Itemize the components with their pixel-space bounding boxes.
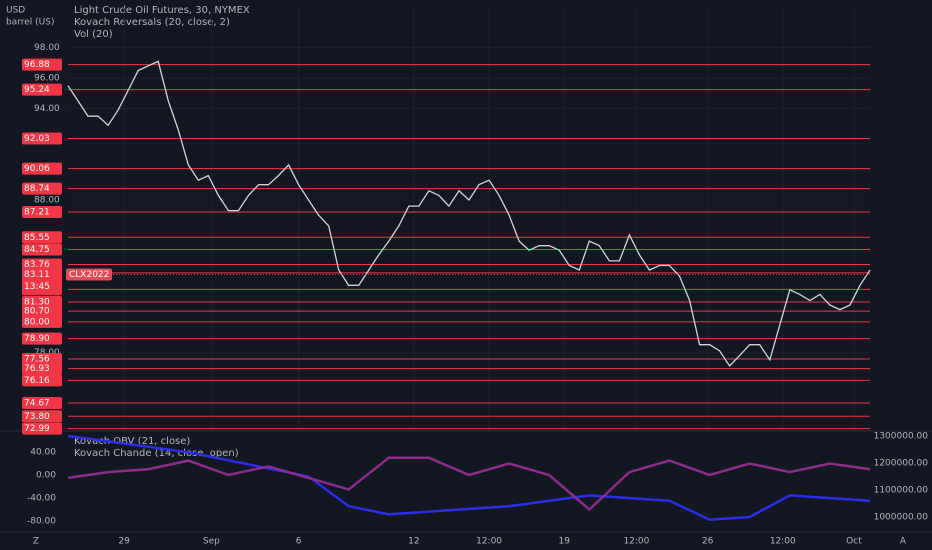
level-label: 83.76 — [24, 260, 50, 270]
level-label-box — [22, 83, 62, 96]
level-label: 80.70 — [24, 307, 50, 317]
x-tick-label: 12:00 — [770, 537, 796, 547]
legend-entry: Kovach Chande (14, close, open) — [74, 448, 239, 459]
level-label: 72.99 — [24, 424, 50, 434]
y2-tick-label: 1000000.00 — [874, 513, 929, 523]
y2-tick-label: 1300000.00 — [874, 432, 929, 442]
level-label-box — [22, 231, 62, 244]
y-tick-label: 88.00 — [34, 195, 60, 205]
y-tick-label: 94.00 — [34, 104, 60, 114]
symbol-label: CLX2022 — [69, 270, 109, 280]
level-label: 95.24 — [24, 85, 50, 95]
unit-label: USD — [6, 6, 25, 16]
y-tick-label: 40.00 — [30, 448, 56, 458]
y-tick-label: 96.00 — [34, 74, 60, 84]
level-label: 81.30 — [24, 298, 50, 308]
symbol-box — [66, 268, 112, 281]
legend-entry: Light Crude Oil Futures, 30, NYMEX — [74, 5, 250, 16]
price-line — [67, 434, 871, 521]
legend-entry: Kovach OBV (21, close) — [74, 436, 190, 447]
level-label-box — [22, 296, 62, 309]
y-tick-label: 78.00 — [34, 348, 60, 358]
last-price-box — [22, 268, 62, 293]
zoom-button[interactable]: Z — [33, 537, 39, 547]
x-tick-label: 26 — [702, 537, 714, 547]
level-label-box — [22, 374, 62, 387]
y2-tick-label: 1100000.00 — [874, 486, 929, 496]
level-label-box — [22, 315, 62, 328]
x-tick-label: Oct — [846, 537, 862, 547]
x-tick-label: 19 — [559, 537, 571, 547]
level-label-box — [22, 58, 62, 71]
y2-tick-label: 1200000.00 — [874, 459, 929, 469]
price-line — [67, 456, 871, 512]
y-tick-label: -80.00 — [27, 516, 56, 526]
legend-entry: Kovach Reversals (20, close, 2) — [74, 17, 230, 28]
level-label: 88.74 — [24, 184, 50, 194]
y-tick-label: 98.00 — [34, 43, 60, 53]
level-label-box — [22, 422, 62, 435]
level-label: 92.03 — [24, 134, 50, 144]
level-label-box — [22, 162, 62, 175]
auto-button[interactable]: A — [900, 537, 907, 547]
level-label: 96.88 — [24, 60, 50, 70]
level-label: 85.55 — [24, 233, 50, 243]
last-time-label: 13:45 — [24, 282, 50, 292]
legend-entry: Vol (20) — [74, 29, 113, 40]
level-label-box — [22, 353, 62, 366]
price-line — [67, 60, 871, 368]
level-label: 78.90 — [24, 334, 50, 344]
level-label: 90.06 — [24, 164, 50, 174]
level-label-box — [22, 182, 62, 195]
level-label-box — [22, 132, 62, 145]
level-label-box — [22, 397, 62, 410]
level-label: 80.00 — [24, 317, 50, 327]
level-label-box — [22, 332, 62, 345]
x-tick-label: 6 — [296, 537, 302, 547]
y-tick-label: -40.00 — [27, 493, 56, 503]
level-label: 84.75 — [24, 245, 50, 255]
level-label-box — [22, 362, 62, 375]
x-tick-label: 29 — [118, 537, 130, 547]
x-tick-label: 12 — [408, 537, 419, 547]
level-label: 73.80 — [24, 412, 50, 422]
level-label-box — [22, 243, 62, 256]
x-tick-label: 12:00 — [476, 537, 502, 547]
level-label-box — [22, 410, 62, 423]
x-tick-label: Sep — [203, 537, 220, 547]
y-tick-label: 0.00 — [36, 470, 56, 480]
last-price-label: 83.11 — [24, 270, 50, 280]
x-tick-label: 12:00 — [623, 537, 649, 547]
level-label-box — [22, 305, 62, 318]
level-label: 77.56 — [24, 355, 50, 365]
level-label: 76.93 — [24, 364, 50, 374]
level-label: 87.21 — [24, 207, 50, 217]
level-label: 76.16 — [24, 376, 50, 386]
level-label-box — [22, 205, 62, 218]
level-label: 74.67 — [24, 399, 50, 409]
unit-label: barrel (US) — [6, 18, 55, 28]
